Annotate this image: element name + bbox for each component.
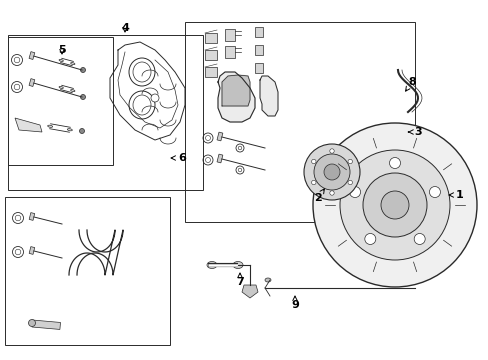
Bar (254, 27, 263, 37)
Polygon shape (15, 118, 42, 132)
Circle shape (151, 94, 159, 102)
Ellipse shape (81, 94, 85, 99)
Bar (254, 45, 263, 55)
Circle shape (324, 164, 339, 180)
Circle shape (339, 150, 449, 260)
Text: 1: 1 (448, 190, 463, 200)
Circle shape (347, 180, 352, 185)
Bar (8, 35, 203, 190)
Bar (8, 37, 113, 165)
Polygon shape (29, 247, 35, 255)
Ellipse shape (264, 278, 270, 282)
Circle shape (362, 173, 426, 237)
Bar (204, 67, 217, 77)
Polygon shape (260, 76, 278, 116)
Text: 9: 9 (290, 296, 298, 310)
Bar (5, 197, 170, 345)
Circle shape (329, 191, 333, 195)
Bar (204, 50, 217, 60)
Circle shape (349, 186, 360, 198)
Circle shape (380, 191, 408, 219)
Ellipse shape (232, 261, 243, 269)
Ellipse shape (67, 129, 72, 131)
Ellipse shape (206, 261, 217, 269)
Circle shape (329, 149, 333, 153)
Ellipse shape (70, 90, 75, 91)
Ellipse shape (59, 86, 63, 89)
Bar (224, 46, 235, 58)
Ellipse shape (81, 68, 85, 72)
Circle shape (304, 144, 359, 200)
Text: 7: 7 (236, 273, 244, 287)
Text: 5: 5 (58, 45, 66, 55)
Bar (204, 33, 217, 43)
Ellipse shape (70, 63, 75, 64)
Polygon shape (218, 72, 254, 122)
Polygon shape (29, 213, 35, 220)
Circle shape (413, 234, 425, 244)
Circle shape (428, 186, 440, 198)
Bar (32, 320, 61, 329)
Polygon shape (242, 285, 258, 298)
Ellipse shape (28, 320, 36, 327)
Circle shape (313, 154, 349, 190)
Text: 2: 2 (313, 189, 324, 203)
Polygon shape (217, 154, 223, 163)
Ellipse shape (59, 59, 63, 62)
Polygon shape (29, 78, 35, 86)
Polygon shape (217, 132, 223, 141)
Circle shape (311, 180, 315, 185)
Ellipse shape (80, 129, 84, 134)
Bar (254, 63, 263, 73)
Circle shape (364, 234, 375, 244)
Ellipse shape (48, 125, 53, 127)
Circle shape (311, 159, 315, 164)
Bar (224, 29, 235, 41)
Polygon shape (222, 75, 249, 106)
Bar (184, 22, 414, 222)
Circle shape (389, 158, 400, 168)
Text: 6: 6 (171, 153, 185, 163)
Polygon shape (29, 51, 35, 59)
Circle shape (347, 159, 352, 164)
Text: 4: 4 (121, 23, 129, 33)
Circle shape (312, 123, 476, 287)
Text: 3: 3 (407, 127, 421, 137)
Text: 8: 8 (405, 77, 415, 91)
